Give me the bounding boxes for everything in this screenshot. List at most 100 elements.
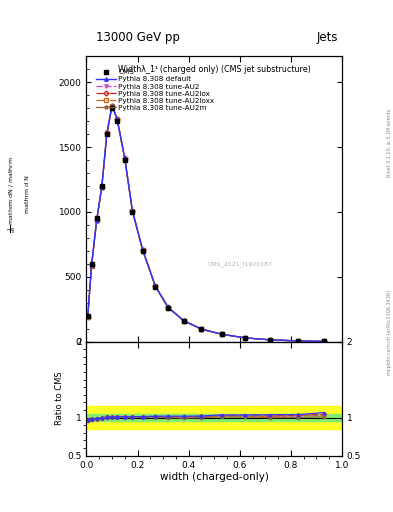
Pythia 8.308 tune-AU2lox bbox=[85, 313, 90, 319]
CMS bbox=[219, 331, 224, 337]
Pythia 8.308 tune-AU2loxx bbox=[166, 305, 171, 311]
CMS bbox=[110, 105, 114, 111]
Pythia 8.308 tune-AU2loxx bbox=[140, 247, 145, 253]
CMS bbox=[242, 335, 247, 341]
Line: CMS: CMS bbox=[86, 106, 326, 343]
Pythia 8.308 tune-AU2m bbox=[89, 263, 94, 269]
Pythia 8.308 tune-AU2lox bbox=[166, 305, 171, 311]
Pythia 8.308 tune-AU2m bbox=[94, 218, 99, 224]
Pythia 8.308 tune-AU2m bbox=[242, 335, 247, 341]
Text: mathrm d²N

mathrm d $p_T$ mathrm d $\lambda$

$\frac{1}{\mathrm{d}N}$ mathrm dN: mathrm d²N mathrm d $p_T$ mathrm d $\lam… bbox=[0, 155, 30, 234]
Pythia 8.308 default bbox=[181, 317, 186, 324]
Line: Pythia 8.308 tune-AU2: Pythia 8.308 tune-AU2 bbox=[86, 104, 326, 343]
Text: CMS_2021_I1920187: CMS_2021_I1920187 bbox=[207, 262, 272, 267]
Pythia 8.308 tune-AU2lox bbox=[181, 317, 186, 324]
Text: Jets: Jets bbox=[316, 31, 338, 44]
Pythia 8.308 tune-AU2lox bbox=[89, 262, 94, 268]
CMS bbox=[85, 312, 90, 318]
Pythia 8.308 tune-AU2 bbox=[105, 131, 109, 137]
Pythia 8.308 tune-AU2 bbox=[85, 314, 90, 320]
Pythia 8.308 tune-AU2 bbox=[181, 317, 186, 324]
CMS bbox=[130, 209, 135, 215]
CMS bbox=[322, 338, 327, 345]
Pythia 8.308 tune-AU2loxx bbox=[296, 338, 301, 344]
Pythia 8.308 tune-AU2lox bbox=[110, 103, 114, 109]
Pythia 8.308 default bbox=[322, 338, 327, 345]
CMS bbox=[153, 284, 158, 290]
Pythia 8.308 default bbox=[99, 184, 104, 190]
CMS bbox=[99, 183, 104, 189]
Text: Widthλ_1¹ (charged only) (CMS jet substructure): Widthλ_1¹ (charged only) (CMS jet substr… bbox=[118, 65, 310, 74]
Pythia 8.308 tune-AU2loxx bbox=[268, 337, 273, 343]
Pythia 8.308 tune-AU2loxx bbox=[123, 156, 127, 162]
Pythia 8.308 tune-AU2 bbox=[115, 116, 119, 122]
X-axis label: width (charged-only): width (charged-only) bbox=[160, 472, 269, 482]
Line: Pythia 8.308 tune-AU2m: Pythia 8.308 tune-AU2m bbox=[86, 104, 326, 344]
Pythia 8.308 default bbox=[105, 130, 109, 136]
Pythia 8.308 tune-AU2 bbox=[153, 284, 158, 290]
Pythia 8.308 tune-AU2loxx bbox=[322, 338, 327, 345]
Pythia 8.308 default bbox=[94, 217, 99, 223]
Pythia 8.308 tune-AU2m bbox=[166, 305, 171, 311]
Pythia 8.308 tune-AU2loxx bbox=[99, 184, 104, 190]
Pythia 8.308 tune-AU2m bbox=[140, 247, 145, 253]
Pythia 8.308 tune-AU2lox bbox=[115, 116, 119, 122]
Pythia 8.308 tune-AU2m bbox=[181, 318, 186, 324]
Pythia 8.308 default bbox=[115, 116, 119, 122]
Pythia 8.308 tune-AU2loxx bbox=[242, 335, 247, 341]
CMS bbox=[140, 248, 145, 254]
Legend: CMS, Pythia 8.308 default, Pythia 8.308 tune-AU2, Pythia 8.308 tune-AU2lox, Pyth: CMS, Pythia 8.308 default, Pythia 8.308 … bbox=[95, 69, 215, 112]
CMS bbox=[199, 326, 204, 332]
Pythia 8.308 tune-AU2m bbox=[110, 103, 114, 110]
CMS bbox=[89, 261, 94, 267]
Pythia 8.308 default bbox=[153, 283, 158, 289]
Pythia 8.308 default bbox=[123, 155, 127, 161]
Pythia 8.308 tune-AU2m bbox=[85, 314, 90, 320]
Pythia 8.308 tune-AU2lox bbox=[99, 184, 104, 190]
Pythia 8.308 tune-AU2loxx bbox=[199, 326, 204, 332]
Pythia 8.308 default bbox=[296, 338, 301, 344]
Line: Pythia 8.308 tune-AU2lox: Pythia 8.308 tune-AU2lox bbox=[86, 104, 326, 343]
Pythia 8.308 tune-AU2lox bbox=[153, 283, 158, 289]
Pythia 8.308 default bbox=[110, 102, 114, 109]
Pythia 8.308 tune-AU2loxx bbox=[110, 103, 114, 109]
Pythia 8.308 tune-AU2loxx bbox=[153, 284, 158, 290]
Pythia 8.308 default bbox=[199, 326, 204, 332]
Pythia 8.308 tune-AU2lox bbox=[268, 337, 273, 343]
Pythia 8.308 tune-AU2loxx bbox=[89, 263, 94, 269]
Text: mcplots.cern.ch [arXiv:1306.3436]: mcplots.cern.ch [arXiv:1306.3436] bbox=[387, 290, 392, 375]
Pythia 8.308 tune-AU2m bbox=[199, 326, 204, 332]
Pythia 8.308 default bbox=[140, 246, 145, 252]
Pythia 8.308 tune-AU2 bbox=[110, 103, 114, 110]
Pythia 8.308 default bbox=[130, 207, 135, 214]
CMS bbox=[94, 216, 99, 222]
Pythia 8.308 tune-AU2lox bbox=[130, 208, 135, 214]
Pythia 8.308 tune-AU2loxx bbox=[94, 217, 99, 223]
CMS bbox=[296, 338, 301, 344]
Pythia 8.308 tune-AU2m bbox=[268, 337, 273, 343]
Pythia 8.308 tune-AU2 bbox=[166, 305, 171, 311]
Pythia 8.308 tune-AU2loxx bbox=[219, 331, 224, 337]
Pythia 8.308 tune-AU2lox bbox=[105, 130, 109, 136]
Line: Pythia 8.308 tune-AU2loxx: Pythia 8.308 tune-AU2loxx bbox=[86, 104, 326, 343]
CMS bbox=[166, 305, 171, 311]
Pythia 8.308 tune-AU2lox bbox=[322, 338, 327, 345]
CMS bbox=[181, 318, 186, 324]
Pythia 8.308 tune-AU2lox bbox=[199, 326, 204, 332]
Pythia 8.308 tune-AU2m bbox=[322, 338, 327, 345]
Pythia 8.308 tune-AU2lox bbox=[296, 338, 301, 344]
Pythia 8.308 tune-AU2m bbox=[105, 131, 109, 137]
Pythia 8.308 tune-AU2m bbox=[153, 284, 158, 290]
Pythia 8.308 default bbox=[166, 304, 171, 310]
Pythia 8.308 tune-AU2 bbox=[94, 217, 99, 223]
Pythia 8.308 tune-AU2lox bbox=[123, 156, 127, 162]
Line: Pythia 8.308 default: Pythia 8.308 default bbox=[86, 104, 326, 343]
CMS bbox=[115, 118, 119, 124]
Pythia 8.308 tune-AU2 bbox=[322, 338, 327, 345]
Pythia 8.308 tune-AU2 bbox=[296, 338, 301, 344]
Pythia 8.308 tune-AU2lox bbox=[140, 247, 145, 253]
Pythia 8.308 tune-AU2 bbox=[123, 156, 127, 162]
Pythia 8.308 default bbox=[89, 262, 94, 268]
Pythia 8.308 tune-AU2 bbox=[268, 337, 273, 343]
Pythia 8.308 default bbox=[219, 331, 224, 337]
